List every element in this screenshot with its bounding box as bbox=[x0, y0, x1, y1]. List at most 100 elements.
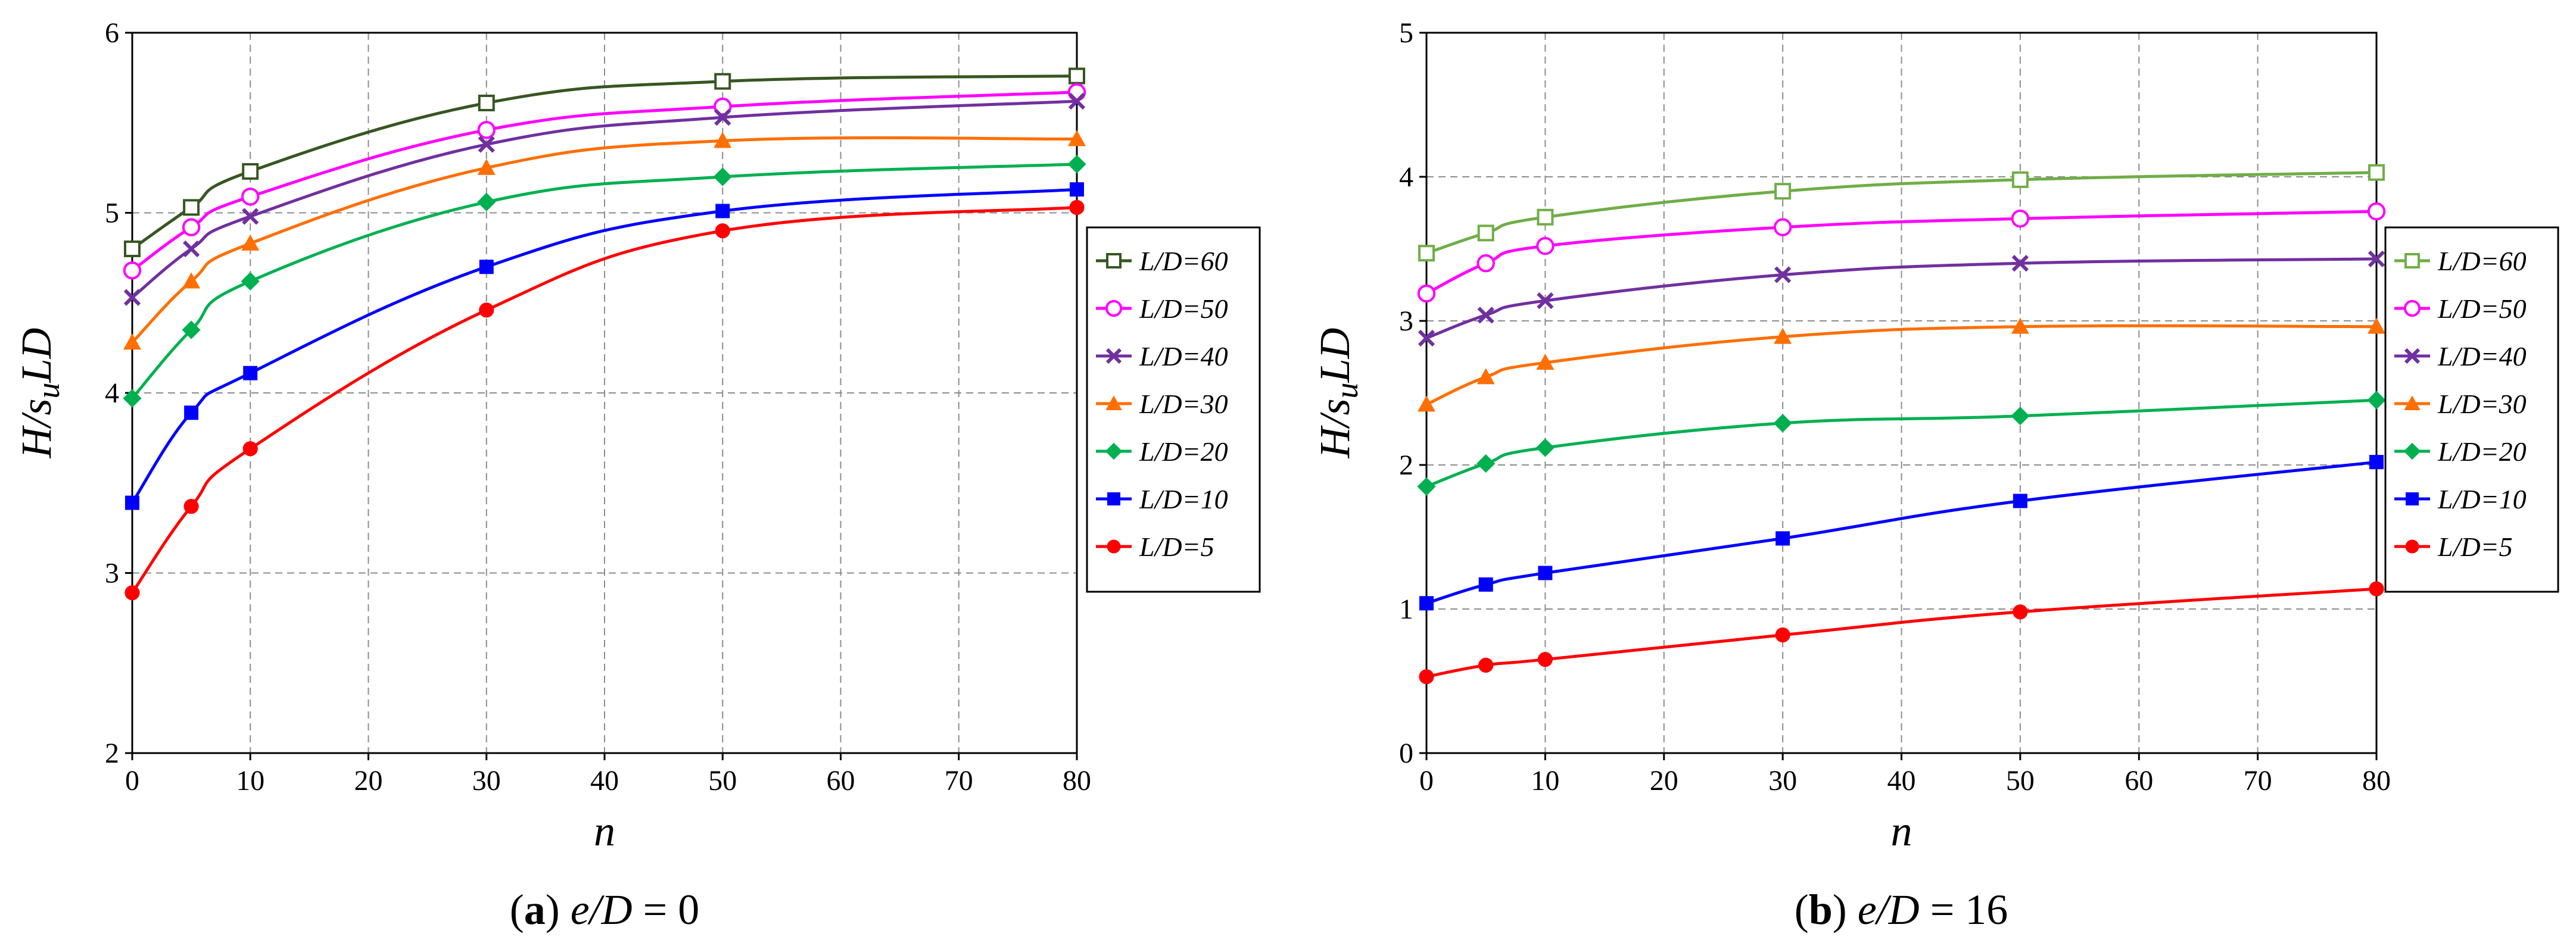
data-point bbox=[713, 167, 732, 186]
legend-label: L/D=50 bbox=[2437, 293, 2527, 324]
data-point bbox=[1419, 669, 1434, 685]
legend-marker bbox=[1107, 539, 1121, 554]
legend-label: L/D=5 bbox=[1139, 532, 1214, 562]
data-point bbox=[1774, 183, 1792, 200]
data-point bbox=[123, 389, 142, 408]
data-point bbox=[1773, 414, 1792, 433]
data-point bbox=[242, 441, 258, 457]
data-point bbox=[242, 163, 259, 180]
x-tick-label: 20 bbox=[1650, 765, 1678, 797]
series-l-d-40 bbox=[1418, 250, 2385, 347]
legend-item: L/D=30 bbox=[2394, 389, 2527, 419]
x-tick-label: 10 bbox=[1531, 765, 1559, 797]
y-tick-label: 5 bbox=[1399, 17, 1413, 49]
legend-label: L/D=30 bbox=[2437, 389, 2527, 419]
legend-marker bbox=[2403, 442, 2421, 460]
series-line bbox=[1425, 324, 2377, 406]
data-point bbox=[2368, 250, 2385, 268]
legend-label: L/D=10 bbox=[2437, 484, 2527, 514]
series-l-d-40 bbox=[123, 92, 1086, 306]
legend-item: L/D=20 bbox=[2394, 436, 2527, 467]
legend-item: L/D=50 bbox=[1096, 293, 1228, 324]
data-point bbox=[478, 136, 495, 153]
data-point bbox=[2011, 407, 2030, 426]
legend-item: L/D=30 bbox=[1096, 389, 1228, 419]
data-point bbox=[1418, 245, 1435, 262]
gridlines bbox=[132, 33, 1077, 753]
data-point bbox=[183, 240, 200, 258]
data-point bbox=[2013, 604, 2028, 620]
data-point bbox=[479, 260, 494, 274]
series-l-d-60 bbox=[124, 67, 1085, 257]
legend-marker bbox=[2406, 492, 2419, 505]
x-tick-label: 70 bbox=[2244, 765, 2272, 797]
legend-label: L/D=40 bbox=[1139, 341, 1228, 371]
data-point bbox=[182, 320, 201, 339]
data-point bbox=[1477, 307, 1494, 324]
y-tick-label: 4 bbox=[1399, 161, 1413, 193]
data-point bbox=[1537, 652, 1553, 667]
data-point bbox=[123, 261, 142, 280]
data-point bbox=[241, 234, 260, 251]
data-point bbox=[1774, 266, 1792, 283]
legend-label: L/D=60 bbox=[2437, 246, 2527, 276]
series-l-d-50 bbox=[123, 83, 1086, 280]
legend-item: L/D=5 bbox=[2394, 532, 2513, 562]
data-point bbox=[183, 498, 199, 514]
data-point bbox=[2011, 171, 2029, 188]
data-point bbox=[477, 121, 496, 139]
data-point bbox=[2367, 391, 2386, 410]
data-point bbox=[2368, 317, 2385, 334]
legend-marker bbox=[1105, 395, 1122, 410]
data-point bbox=[1537, 208, 1554, 226]
data-point bbox=[714, 132, 732, 148]
data-point bbox=[1775, 627, 1790, 643]
x-tick-label: 10 bbox=[236, 765, 264, 797]
series-l-d-20 bbox=[123, 155, 1086, 408]
data-point bbox=[1538, 566, 1553, 580]
x-tick-label: 20 bbox=[354, 765, 383, 797]
series-line bbox=[131, 136, 1077, 344]
data-point bbox=[1418, 395, 1435, 412]
data-point bbox=[241, 271, 260, 291]
data-point bbox=[1477, 368, 1495, 385]
data-point bbox=[1069, 67, 1085, 85]
legend-item: L/D=20 bbox=[1096, 436, 1228, 467]
y-axis-label: H/suLD bbox=[13, 327, 66, 458]
x-tick-label: 40 bbox=[1887, 765, 1916, 797]
data-point bbox=[1067, 155, 1086, 174]
series-l-d-30 bbox=[1418, 317, 2385, 412]
data-point bbox=[1418, 329, 1435, 347]
series-l-d-10 bbox=[125, 182, 1084, 510]
data-point bbox=[2369, 581, 2384, 597]
x-axis-label: n bbox=[1891, 807, 1912, 855]
data-point bbox=[242, 208, 259, 225]
data-point bbox=[1417, 284, 1436, 303]
data-point bbox=[715, 223, 730, 239]
legend: L/D=60 L/D=50 L/D=40 L/D=30 L/D=20 L/D=10 L/D=… bbox=[2384, 226, 2559, 593]
y-tick-label: 6 bbox=[105, 17, 119, 49]
panel-caption: (b) e/D = 16 bbox=[1795, 886, 2008, 933]
data-point bbox=[714, 73, 731, 90]
y-tick-label: 2 bbox=[1399, 449, 1413, 481]
x-axis-label: n bbox=[594, 807, 615, 855]
legend-item: L/D=50 bbox=[2394, 293, 2527, 324]
y-tick-label: 1 bbox=[1399, 594, 1413, 625]
data-point bbox=[1536, 354, 1555, 370]
legend-label: L/D=40 bbox=[2437, 341, 2527, 371]
y-tick-label: 3 bbox=[1399, 305, 1413, 337]
data-point bbox=[1069, 199, 1085, 216]
legend-label: L/D=20 bbox=[1139, 436, 1228, 467]
legend-item: L/D=40 bbox=[2394, 341, 2527, 371]
x-tick-label: 70 bbox=[945, 765, 973, 797]
data-point bbox=[123, 289, 141, 306]
x-tick-label: 80 bbox=[2362, 765, 2391, 797]
data-point bbox=[1773, 218, 1792, 236]
series-l-d-20 bbox=[1417, 391, 2386, 496]
legend-marker bbox=[2404, 395, 2421, 410]
data-point bbox=[477, 158, 496, 175]
x-tick-label: 60 bbox=[2125, 765, 2153, 797]
